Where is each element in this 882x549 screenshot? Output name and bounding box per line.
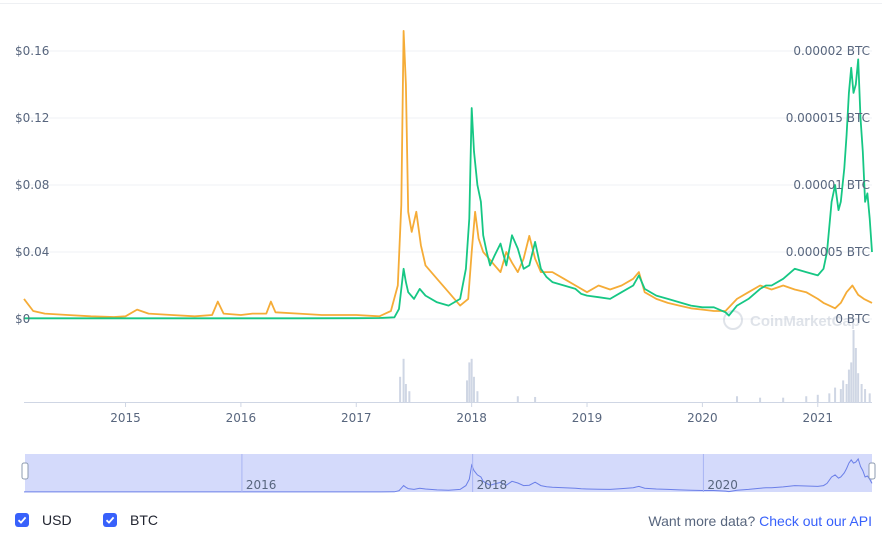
navigator-selection[interactable] (25, 454, 872, 492)
volume-bar (468, 362, 471, 402)
x-tick-label: 2021 (803, 411, 834, 425)
volume-bar (736, 396, 739, 402)
series-line-usd (24, 58, 873, 320)
volume-bar (805, 396, 808, 402)
x-tick-label: 2016 (226, 411, 257, 425)
y-left-tick-label: $0.16 (15, 44, 49, 58)
volume-bar (860, 384, 863, 402)
volume-bar (534, 396, 537, 402)
api-prompt: Want more data? (648, 513, 756, 529)
volume-bar (759, 397, 762, 402)
volume-bar (476, 391, 479, 402)
volume-bar (399, 376, 402, 402)
volume-bar (845, 384, 848, 402)
check-icon (105, 516, 115, 524)
series-lines (23, 30, 873, 320)
y-right-tick-label: 0.000005 BTC (786, 245, 870, 259)
x-tick-label: 2020 (687, 411, 718, 425)
volume-bar (868, 393, 871, 402)
legend-btc-label: BTC (130, 512, 158, 528)
volume-bar (782, 397, 785, 402)
navigator-right-handle[interactable] (868, 462, 876, 480)
volume-bar (472, 376, 475, 402)
navigator-content: 2016 2018 2020 (24, 454, 873, 493)
y-left-tick-label: $0.12 (15, 111, 49, 125)
volume-bar (857, 373, 860, 402)
navigator-label: 2020 (707, 478, 738, 492)
y-left-tick-label: $0.04 (15, 245, 49, 259)
volume-bar (828, 393, 831, 402)
legend-usd[interactable]: USD (15, 512, 72, 528)
volume-bar (816, 394, 819, 402)
volume-bar (404, 384, 407, 402)
navigator-left-handle[interactable] (21, 462, 29, 480)
y-left-tick-label: $0.08 (15, 178, 49, 192)
volume-bars (399, 330, 871, 402)
y-right-tick-label: 0.000015 BTC (786, 111, 870, 125)
axes: $0 $0.04 $0.08 $0.12 $0.16 0 BTC 0.000005 BTC 0… (15, 44, 872, 425)
x-tick-label: 2018 (456, 411, 487, 425)
x-tick-label: 2017 (341, 411, 372, 425)
volume-bar (408, 391, 411, 402)
volume-bar (470, 358, 473, 402)
volume-bar (834, 387, 837, 402)
usd-checkbox[interactable] (15, 513, 29, 527)
volume-bar (842, 380, 845, 402)
volume-bar (466, 380, 469, 402)
volume-bar (850, 362, 853, 402)
volume-bar (839, 389, 842, 402)
y-right-tick-label: 0 BTC (835, 312, 870, 326)
series-line-btc (23, 30, 873, 318)
y-left-tick-label: $0 (15, 312, 30, 326)
x-tick-label: 2019 (572, 411, 603, 425)
volume-bar (852, 330, 855, 402)
volume-bar (864, 389, 867, 402)
watermark-text: CoinMarketCap (750, 313, 860, 330)
y-right-tick-label: 0.00001 BTC (793, 178, 870, 192)
price-chart[interactable]: CoinMarketCap $0 $0.04 $0.08 $0.12 $0.16 0 BT… (0, 0, 882, 505)
api-promo: Want more data? Check out our API (648, 513, 872, 529)
legend-usd-label: USD (42, 512, 72, 528)
navigator-line (24, 457, 873, 493)
volume-bar (402, 358, 405, 402)
check-icon (17, 516, 27, 524)
volume-bar (847, 369, 850, 402)
range-navigator[interactable]: 2016 2018 2020 (21, 454, 876, 493)
legend-btc[interactable]: BTC (103, 512, 158, 528)
navigator-label: 2016 (246, 478, 277, 492)
btc-checkbox[interactable] (103, 513, 117, 527)
x-tick-label: 2015 (110, 411, 141, 425)
volume-bar (854, 348, 857, 402)
volume-bar (516, 396, 519, 402)
grid-lines (24, 50, 872, 320)
y-right-tick-label: 0.00002 BTC (793, 44, 870, 58)
chart-footer: USD BTC Want more data? Check out our AP… (0, 508, 882, 536)
api-link[interactable]: Check out our API (759, 513, 872, 529)
navigator-label: 2018 (477, 478, 508, 492)
